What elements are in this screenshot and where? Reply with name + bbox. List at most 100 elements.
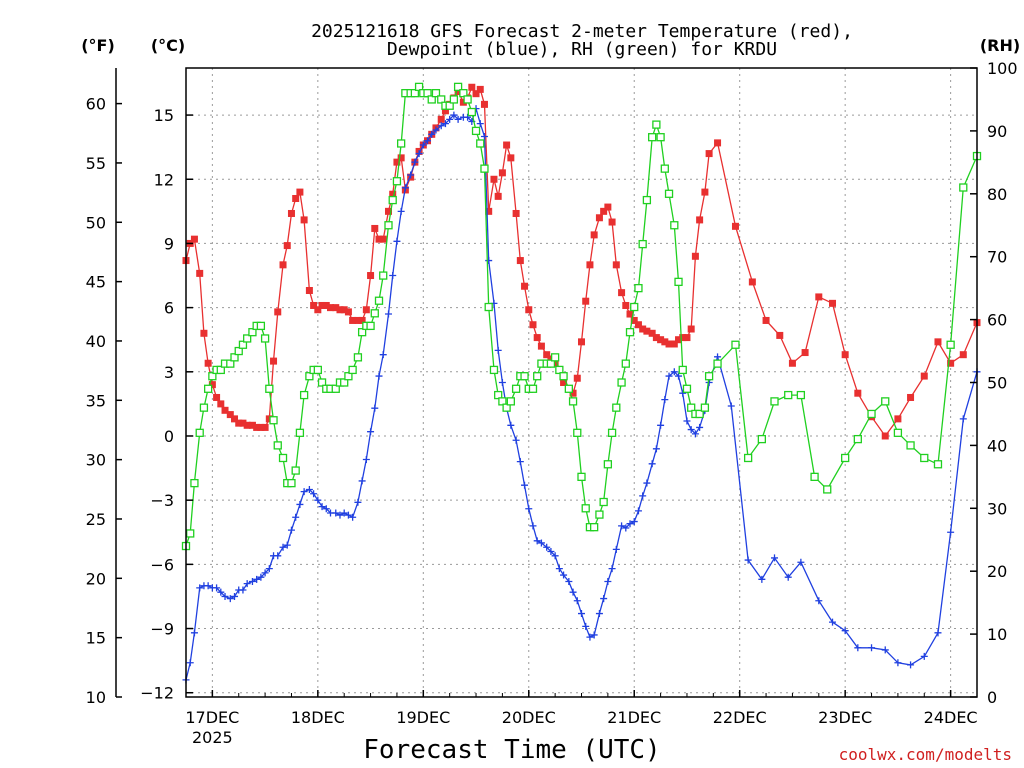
dewpoint-point — [441, 120, 449, 128]
dewpoint-point — [231, 592, 239, 600]
temperature-point — [512, 209, 520, 217]
rh-point — [195, 428, 204, 437]
temperature-point — [560, 379, 568, 386]
temperature-point — [231, 415, 239, 423]
temperature-point — [920, 372, 928, 380]
temperature-point — [296, 188, 304, 196]
series-2-meter-temperature — [182, 83, 981, 440]
temperature-point — [705, 150, 713, 158]
temperature-point — [208, 381, 216, 389]
dewpoint-point — [367, 428, 375, 436]
temperature-point — [389, 190, 397, 198]
dewpoint-point — [529, 522, 537, 530]
rh-point — [340, 378, 349, 387]
rh-point — [520, 372, 529, 381]
dewpoint-point — [630, 518, 638, 526]
temperature-point — [261, 423, 269, 431]
dewpoint-point — [551, 552, 559, 560]
temperature-point — [639, 325, 647, 333]
rh-point — [203, 384, 213, 393]
rh-point — [467, 107, 476, 117]
rh-point — [933, 460, 943, 469]
temperature-point — [547, 355, 555, 363]
rh-tick-label: 10 — [987, 625, 1007, 644]
rh-point — [370, 309, 379, 318]
fahrenheit-tick-label: 60 — [86, 95, 106, 114]
rh-point — [305, 372, 314, 381]
dewpoint-point — [437, 122, 445, 130]
temperature-point — [371, 224, 379, 232]
rh-point — [638, 239, 647, 249]
temperature-point — [551, 359, 559, 367]
dewpoint-point — [691, 430, 699, 438]
dewpoint-point — [485, 257, 493, 265]
series-relative-humidity — [181, 82, 982, 551]
dewpoint-point — [507, 421, 515, 429]
temperature-point — [235, 419, 243, 427]
dewpoint-point — [318, 503, 326, 511]
temperature-point — [459, 98, 467, 106]
dewpoint-point — [612, 545, 620, 553]
rh-point — [700, 403, 710, 412]
dewpoint-point — [920, 652, 928, 660]
temperature-point — [253, 423, 261, 431]
temperature-point — [358, 316, 366, 324]
temperature-point — [533, 334, 541, 342]
temperature-point — [200, 329, 208, 337]
x-axis-label: Forecast Time (UTC) — [363, 735, 660, 765]
rh-point — [414, 82, 424, 92]
celsius-axis-unit: (°C) — [151, 36, 185, 55]
temperature-point — [226, 411, 234, 419]
temperature-point — [776, 331, 784, 339]
dewpoint-point — [476, 120, 484, 128]
rh-point — [660, 164, 669, 173]
dewpoint-point — [379, 351, 387, 359]
rh-point — [459, 89, 468, 98]
rh-point — [427, 95, 436, 104]
fahrenheit-tick-label: 10 — [86, 688, 106, 707]
rh-point — [256, 321, 266, 331]
dewpoint-point — [428, 130, 436, 138]
dewpoint-point — [758, 575, 766, 583]
rh-point — [278, 453, 288, 463]
temperature-point — [274, 308, 282, 316]
dewpoint-point — [512, 436, 520, 444]
dewpoint-point — [604, 577, 612, 585]
series-line — [185, 106, 978, 681]
dewpoint-point — [186, 659, 194, 667]
rh-point — [384, 221, 393, 230]
rh-point — [463, 95, 472, 104]
temperature-point — [243, 421, 251, 429]
rh-point — [234, 346, 243, 356]
dewpoint-point — [362, 456, 370, 464]
dewpoint-point — [464, 113, 472, 121]
rh-point — [506, 397, 515, 406]
dewpoint-point — [375, 372, 383, 380]
temperature-point — [393, 158, 401, 166]
dewpoint-point — [190, 629, 198, 637]
temperature-point — [441, 107, 449, 115]
rh-point — [344, 372, 353, 381]
dewpoint-point — [533, 537, 541, 545]
rh-point — [853, 434, 862, 444]
temperature-point — [691, 252, 699, 260]
dewpoint-point — [626, 520, 634, 528]
x-tick-label: 18DEC — [291, 708, 345, 727]
dewpoint-point — [354, 498, 362, 506]
temperature-point — [675, 336, 683, 344]
dewpoint-point — [582, 622, 590, 630]
rh-point — [823, 485, 832, 494]
temperature-point — [543, 351, 551, 359]
dewpoint-point — [213, 584, 221, 592]
temperature-point — [600, 207, 608, 215]
dewpoint-point — [683, 417, 691, 425]
rh-point — [920, 453, 929, 463]
temperature-point — [665, 340, 673, 348]
rh-point — [269, 416, 278, 425]
dewpoint-point — [310, 490, 318, 498]
rh-point — [770, 397, 779, 406]
dewpoint-point — [371, 404, 379, 412]
fahrenheit-tick-label: 20 — [86, 569, 106, 588]
dewpoint-point — [687, 426, 695, 434]
temperature-point — [521, 282, 529, 290]
